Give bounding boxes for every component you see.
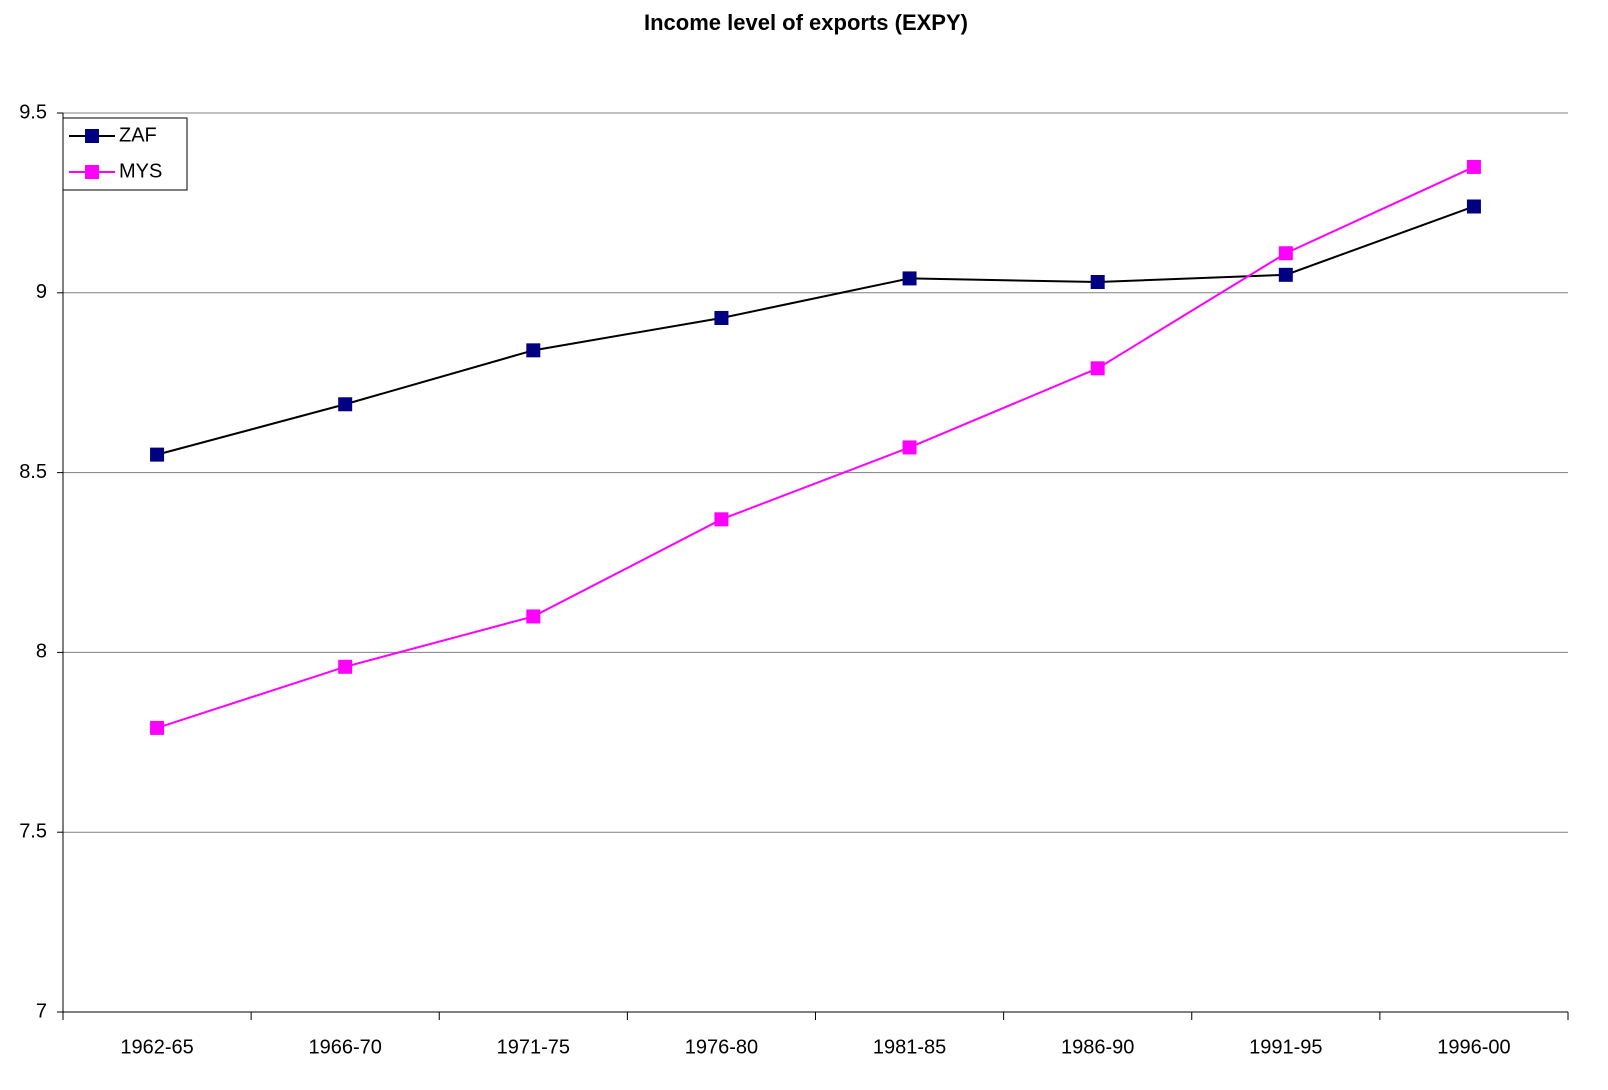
- marker: [338, 397, 353, 412]
- marker: [338, 659, 353, 674]
- x-tick-label: 1996-00: [1437, 1036, 1510, 1058]
- legend-label: ZAF: [119, 124, 157, 146]
- x-tick-label: 1971-75: [497, 1036, 570, 1058]
- legend-marker: [85, 165, 99, 179]
- marker: [1278, 267, 1293, 282]
- marker: [1090, 275, 1105, 290]
- series-line: [156, 205, 1475, 456]
- y-tick-label: 8: [36, 641, 47, 663]
- marker: [1278, 246, 1293, 261]
- chart-title: Income level of exports (EXPY): [644, 10, 968, 35]
- y-tick-label: 9.5: [19, 101, 47, 123]
- marker: [1466, 199, 1481, 214]
- marker: [714, 310, 729, 325]
- marker: [150, 447, 165, 462]
- x-tick-label: 1986-90: [1061, 1036, 1134, 1058]
- marker: [902, 271, 917, 286]
- marker: [714, 512, 729, 527]
- marker: [902, 440, 917, 455]
- legend-label: MYS: [119, 160, 162, 182]
- x-tick-label: 1966-70: [308, 1036, 381, 1058]
- marker: [526, 609, 541, 624]
- x-tick-label: 1976-80: [685, 1036, 758, 1058]
- marker: [526, 343, 541, 358]
- y-tick-label: 7.5: [19, 820, 47, 842]
- marker: [1090, 361, 1105, 376]
- y-tick-label: 7: [36, 1000, 47, 1022]
- x-tick-label: 1981-85: [873, 1036, 946, 1058]
- y-tick-label: 9: [36, 281, 47, 303]
- legend-marker: [85, 129, 99, 143]
- marker: [150, 720, 165, 735]
- x-tick-label: 1962-65: [120, 1036, 193, 1058]
- legend-box: [62, 117, 188, 191]
- y-tick-label: 8.5: [19, 461, 47, 483]
- x-tick-label: 1991-95: [1249, 1036, 1322, 1058]
- marker: [1466, 159, 1481, 174]
- series-line: [156, 166, 1475, 729]
